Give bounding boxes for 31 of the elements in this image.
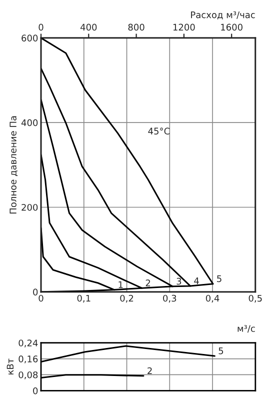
x-tick-label: 0,1	[77, 294, 90, 303]
series-label: 5	[217, 275, 222, 282]
series-label: 1	[118, 281, 123, 288]
y-tick-label: 0,24	[18, 340, 38, 348]
y-tick-label: 600	[22, 34, 38, 42]
x-tick-label: 0,2	[120, 294, 134, 303]
x-tick-label: 0,3	[163, 294, 176, 303]
x2-tick-label: 1600	[221, 24, 242, 31]
x-tick-label: 0,4	[206, 294, 220, 303]
x2-tick-label: 400	[80, 24, 97, 31]
y-tick-label: 0,16	[18, 356, 38, 364]
y-axis-title: Полное давление Па	[10, 116, 18, 214]
y-axis-title: кВт	[6, 358, 14, 374]
y-tick-label: 0	[33, 387, 38, 394]
x-axis-title: м³/с	[238, 325, 255, 333]
y-tick-label: 0	[33, 288, 38, 296]
y-tick-label: 400	[21, 119, 38, 126]
y-tick-label: 0,08	[18, 371, 38, 380]
series-label: 3	[176, 278, 182, 285]
series-label: 4	[194, 278, 199, 284]
y-tick-label: 200	[22, 204, 38, 211]
series-label: 5	[218, 348, 224, 354]
x2-tick-label: 1200	[173, 24, 195, 31]
x-tick-label: 0,5	[248, 294, 262, 303]
series-label: 2	[148, 367, 152, 374]
x2-tick-label: 800	[128, 24, 144, 31]
x-tick-label: 0	[38, 294, 44, 302]
x2-tick-label: 0	[38, 24, 44, 31]
annotation: 45°C	[148, 128, 170, 135]
x2-axis-title: Расход м³/час	[191, 11, 255, 20]
series-label: 2	[146, 280, 150, 286]
